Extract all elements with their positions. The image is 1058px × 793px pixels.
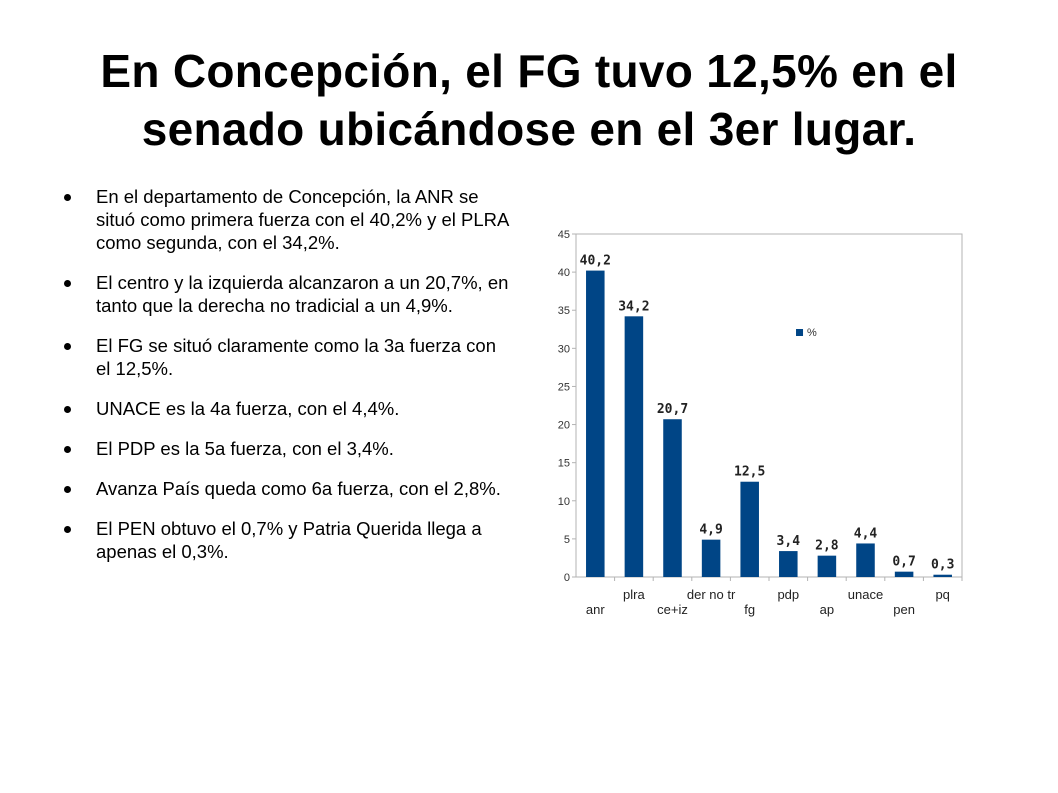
data-label: 20,7 [657, 402, 688, 417]
bar [933, 574, 952, 577]
x-tick-label: der no tr [687, 587, 736, 602]
y-tick-label: 35 [558, 305, 570, 317]
title-line-1: En Concepción, el FG tuvo 12,5% en el [100, 45, 958, 97]
x-tick-label: pq [935, 587, 949, 602]
slide-title: En Concepción, el FG tuvo 12,5% en el se… [20, 42, 1038, 158]
legend-swatch [796, 329, 804, 336]
bar [701, 539, 721, 577]
x-tick-label: unace [848, 587, 883, 602]
y-tick-label: 25 [558, 381, 570, 393]
x-tick-label: plra [623, 587, 645, 602]
bullet-item: En el departamento de Concepción, la ANR… [60, 185, 512, 254]
bar [817, 555, 837, 577]
data-label: 0,7 [892, 555, 915, 570]
bullet-item: El FG se situó claramente como la 3a fue… [60, 334, 512, 380]
bullet-item: El PEN obtuvo el 0,7% y Patria Querida l… [60, 517, 512, 563]
data-label: 34,2 [618, 299, 649, 314]
y-tick-label: 0 [564, 572, 570, 584]
bar [663, 419, 682, 577]
x-tick-label: pen [893, 602, 915, 617]
x-tick-label: anr [586, 602, 605, 617]
y-tick-label: 30 [558, 343, 570, 355]
bar-chart: 0 5 10 15 20 25 30 35 40 45 40,2 anr 34,2 plra 20,7 ce+… [558, 229, 963, 617]
bar [894, 571, 914, 577]
data-label: 4,9 [699, 523, 722, 538]
legend-label: % [807, 327, 817, 339]
y-tick-label: 5 [564, 534, 570, 546]
y-tick-label: 10 [558, 496, 570, 508]
x-tick-label: ap [820, 602, 834, 617]
title-line-2: senado ubicándose en el 3er lugar. [141, 103, 917, 155]
data-label: 4,4 [854, 526, 878, 541]
bullet-item: Avanza País queda como 6a fuerza, con el… [60, 477, 512, 500]
bar [856, 543, 875, 577]
x-tick-label: fg [744, 602, 755, 617]
data-label: 0,3 [931, 558, 954, 573]
bar [624, 316, 644, 577]
y-tick-label: 40 [558, 267, 570, 279]
bar [779, 551, 798, 577]
data-label: 3,4 [777, 534, 801, 549]
bullet-item: El centro y la izquierda alcanzaron a un… [60, 271, 512, 317]
bar [740, 481, 759, 577]
data-label: 12,5 [734, 465, 765, 480]
y-tick-label: 15 [558, 458, 570, 470]
y-tick-label: 45 [558, 229, 570, 241]
data-label: 2,8 [815, 539, 839, 554]
y-tick-label: 20 [558, 420, 570, 432]
bullet-list: En el departamento de Concepción, la ANR… [60, 185, 512, 580]
data-label: 40,2 [580, 254, 611, 269]
bullet-item: UNACE es la 4a fuerza, con el 4,4%. [60, 397, 512, 420]
bar [586, 270, 605, 577]
bullet-item: El PDP es la 5a fuerza, con el 3,4%. [60, 437, 512, 460]
x-tick-label: ce+iz [657, 602, 688, 617]
x-tick-label: pdp [777, 587, 799, 602]
